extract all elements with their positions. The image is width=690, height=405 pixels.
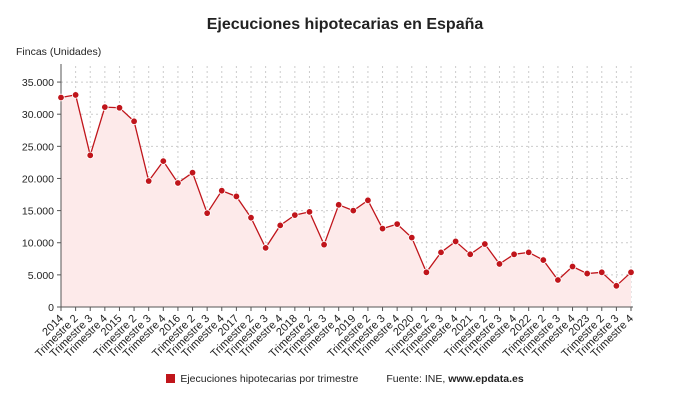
source-link[interactable]: www.epdata.es <box>448 373 524 385</box>
data-point <box>408 233 416 242</box>
data-point <box>188 168 197 177</box>
data-point <box>466 250 474 259</box>
data-point <box>495 260 504 268</box>
y-tick-label: 20.000 <box>22 173 54 185</box>
data-point <box>524 248 533 257</box>
data-point <box>71 91 80 99</box>
data-point <box>378 224 387 233</box>
y-tick-label: 0 <box>48 302 54 314</box>
data-point <box>598 268 606 276</box>
data-point <box>349 206 358 215</box>
data-point <box>247 213 255 222</box>
data-point <box>554 276 562 284</box>
data-point <box>101 103 109 111</box>
data-point <box>393 220 401 228</box>
data-point <box>144 177 153 185</box>
legend-swatch <box>166 374 176 383</box>
y-tick-label: 25.000 <box>22 141 54 153</box>
data-point <box>320 240 328 249</box>
data-point <box>481 240 489 248</box>
data-point <box>57 93 65 102</box>
data-point <box>568 262 577 271</box>
legend: Ejecuciones hipotecarias por trimestre Fu… <box>0 373 690 385</box>
data-point <box>305 208 314 216</box>
data-point <box>539 256 548 264</box>
y-tick-label: 5.000 <box>28 270 54 282</box>
data-point <box>364 196 372 205</box>
data-point <box>612 282 621 290</box>
data-point <box>203 209 211 217</box>
source-text: Fuente: INE, <box>386 373 449 385</box>
data-point <box>232 192 241 201</box>
series-line <box>60 94 632 287</box>
y-tick-label: 30.000 <box>22 109 54 121</box>
data-point <box>437 248 445 257</box>
data-point <box>510 250 518 259</box>
data-point <box>174 179 182 187</box>
data-point <box>115 104 124 112</box>
data-point <box>159 157 168 165</box>
y-axis-title: Fincas (Unidades) <box>16 46 102 58</box>
data-point <box>276 221 284 230</box>
data-point <box>334 201 343 209</box>
chart-title: Ejecuciones hipotecarias en España <box>206 16 484 33</box>
data-point <box>261 244 270 252</box>
y-tick-label: 35.000 <box>22 77 54 89</box>
y-tick-label: 15.000 <box>22 206 54 218</box>
legend-label: Ejecuciones hipotecarias por trimestre <box>180 373 359 385</box>
data-point <box>583 269 591 278</box>
y-tick-label: 10.000 <box>22 238 54 250</box>
data-point <box>86 151 94 160</box>
data-point <box>291 211 299 219</box>
series-area <box>61 94 631 307</box>
data-point <box>130 117 138 125</box>
data-point <box>451 237 460 246</box>
data-point <box>422 268 431 276</box>
data-point <box>218 186 226 195</box>
data-point <box>627 268 635 276</box>
